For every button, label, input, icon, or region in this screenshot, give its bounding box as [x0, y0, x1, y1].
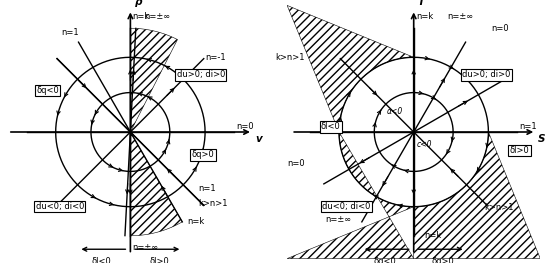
- Text: δq>0: δq>0: [431, 256, 454, 263]
- Text: δq>0: δq>0: [191, 150, 214, 159]
- Text: k>n>1: k>n>1: [275, 53, 305, 62]
- Text: δl<0: δl<0: [91, 256, 111, 263]
- Text: n=1: n=1: [198, 184, 216, 193]
- Text: α<0: α<0: [387, 107, 403, 116]
- Text: n=±∞: n=±∞: [326, 215, 352, 224]
- Text: k>n>1: k>n>1: [198, 199, 227, 209]
- Text: du>0; di>0: du>0; di>0: [462, 70, 510, 79]
- Text: δq<0: δq<0: [36, 86, 59, 95]
- Text: n=-1: n=-1: [205, 53, 226, 62]
- Text: n=k: n=k: [424, 231, 441, 240]
- Text: c<0: c<0: [416, 140, 432, 149]
- Text: du>0; di>0: du>0; di>0: [177, 70, 225, 79]
- Text: k>n>1: k>n>1: [484, 203, 514, 211]
- Text: δq<0: δq<0: [373, 256, 396, 263]
- Text: T: T: [418, 0, 425, 8]
- Text: n=±∞: n=±∞: [133, 243, 159, 252]
- Text: δl<0: δl<0: [321, 122, 340, 131]
- Text: ρ: ρ: [135, 0, 142, 8]
- Text: du<0; di<0: du<0; di<0: [36, 202, 84, 211]
- Text: S: S: [538, 134, 546, 144]
- Text: n=k: n=k: [133, 12, 150, 21]
- Text: n=k: n=k: [416, 12, 433, 21]
- Text: n=0: n=0: [492, 24, 509, 33]
- Text: n=±∞: n=±∞: [447, 12, 473, 21]
- Text: n=0: n=0: [236, 122, 254, 131]
- Text: v: v: [255, 134, 262, 144]
- Text: δl>0: δl>0: [510, 146, 530, 155]
- Text: du<0; di<0: du<0; di<0: [322, 202, 371, 211]
- Text: n=k: n=k: [188, 217, 205, 226]
- Text: n=1: n=1: [520, 122, 537, 131]
- Text: δl>0: δl>0: [150, 256, 169, 263]
- Text: n=0: n=0: [287, 159, 305, 168]
- Text: n=±∞: n=±∞: [144, 12, 170, 21]
- Text: n=1: n=1: [61, 28, 79, 37]
